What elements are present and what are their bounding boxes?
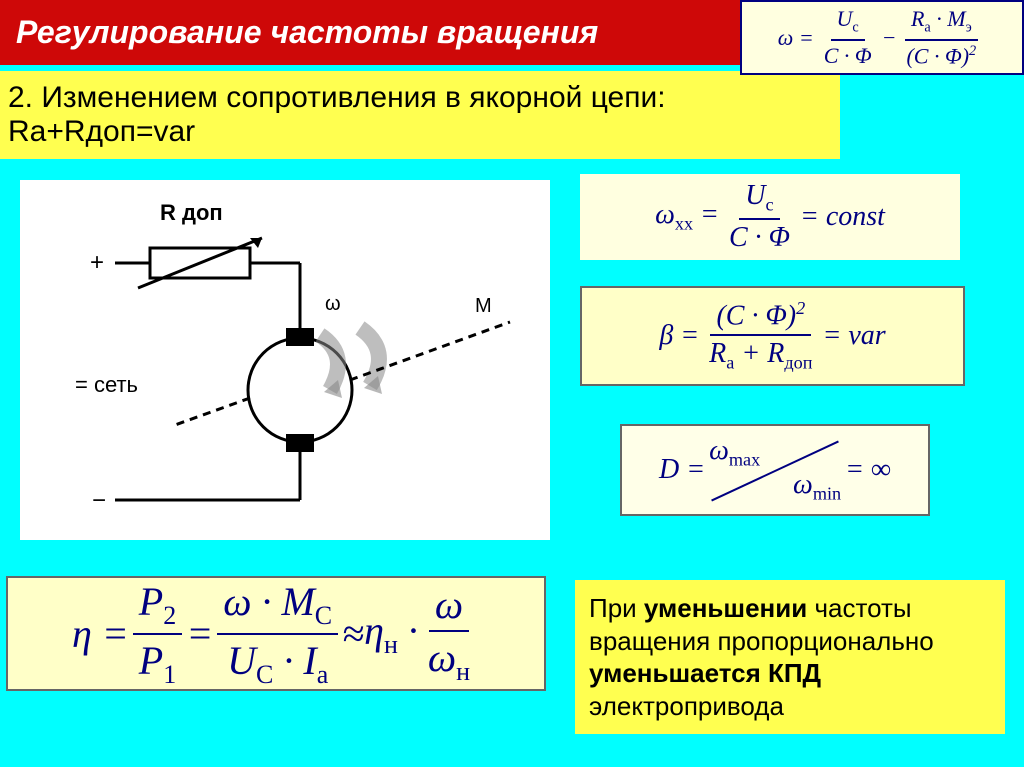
formula-efficiency: η = P2 P1 = ω · MC UC · Ia ≈ ηн · ω ωн [6, 576, 546, 691]
svg-text:M: M [475, 295, 492, 317]
formula-beta: β = (C · Φ)2 Ra + Rдоп = var [580, 286, 965, 386]
formula-omega-xx: ωxx = Uc C · Φ = const [580, 174, 960, 260]
page-title: Регулирование частоты вращения [0, 0, 740, 65]
svg-text:+: + [90, 249, 104, 276]
fraction-1: Uc C · Φ [818, 6, 878, 68]
svg-text:ω: ω [325, 293, 341, 315]
diagonal-fraction: ωmax ωmin [705, 435, 845, 505]
subtitle-line1: 2. Изменением сопротивления в якорной це… [8, 81, 824, 115]
minus-sign: − [882, 25, 897, 51]
subtitle-block: 2. Изменением сопротивления в якорной це… [0, 71, 840, 159]
formula-omega-main: ω = Uc C · Φ − Ra · Mэ (C · Φ)2 [740, 0, 1024, 75]
svg-text:R доп: R доп [160, 200, 223, 225]
circuit-diagram: + R доп ω M − = сеть [20, 180, 550, 540]
fraction-2: Ra · Mэ (C · Φ)2 [900, 6, 982, 69]
subtitle-line2: Ra+Rдоп=var [8, 115, 824, 149]
formula-d-range: D = ωmax ωmin = ∞ [620, 424, 930, 516]
note-block: При уменьшении частоты вращения пропорци… [575, 580, 1005, 734]
svg-text:= сеть: = сеть [75, 372, 138, 397]
svg-text:−: − [92, 487, 106, 514]
formula-lhs: ω = [778, 25, 814, 51]
